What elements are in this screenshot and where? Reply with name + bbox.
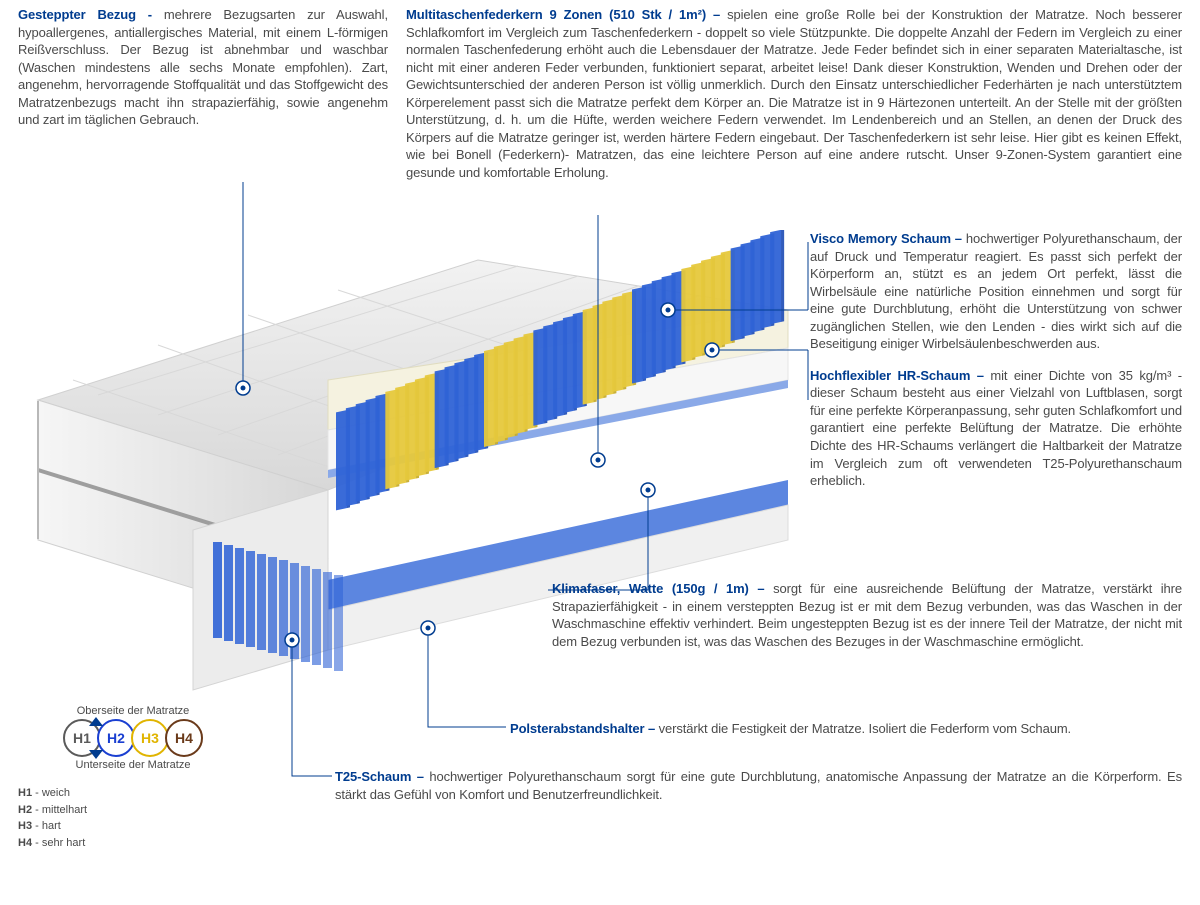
top-left-body: mehrere Bezugsarten zur Auswahl, hypoall… <box>18 7 388 127</box>
feature-visco-title: Visco Memory Schaum – <box>810 231 966 246</box>
top-row: Gesteppter Bezug - mehrere Bezugsarten z… <box>0 0 1200 181</box>
hardness-item-h3: H3 - hart <box>18 818 248 835</box>
feature-t25-title: T25-Schaum – <box>335 769 429 784</box>
hardness-circles: H1H2H3H4 <box>63 719 203 757</box>
feature-polster: Polsterabstandshalter – verstärkt die Fe… <box>510 720 1182 738</box>
top-right-body: spielen eine große Rolle bei der Konstru… <box>406 7 1182 180</box>
feature-polster-title: Polsterabstandshalter – <box>510 721 659 736</box>
feature-visco: Visco Memory Schaum – hochwertiger Polyu… <box>810 230 1182 353</box>
feature-hr: Hochflexibler HR-Schaum – mit einer Dich… <box>810 367 1182 490</box>
feature-t25: T25-Schaum – hochwertiger Polyurethansch… <box>335 768 1182 803</box>
features-right: Visco Memory Schaum – hochwertiger Polyu… <box>810 230 1182 504</box>
legend-bottom-label: Unterseite der Matratze <box>18 759 248 771</box>
feature-visco-body: hochwertiger Polyurethanschaum, der auf … <box>810 231 1182 351</box>
feature-hr-title: Hochflexibler HR-Schaum – <box>810 368 990 383</box>
feature-polster-body: verstärkt die Festigkeit der Matratze. I… <box>659 721 1071 736</box>
hardness-item-h2: H2 - mittelhart <box>18 802 248 819</box>
feature-t25-body: hochwertiger Polyurethanschaum sorgt für… <box>335 769 1182 802</box>
hardness-circle-h4: H4 <box>165 719 203 757</box>
top-left-block: Gesteppter Bezug - mehrere Bezugsarten z… <box>18 6 388 181</box>
top-right-title: Multitaschenfederkern 9 Zonen (510 Stk /… <box>406 7 727 22</box>
hardness-legend: Oberseite der Matratze H1H2H3H4 Untersei… <box>18 705 248 851</box>
legend-top-label: Oberseite der Matratze <box>18 705 248 717</box>
hardness-item-h1: H1 - weich <box>18 785 248 802</box>
hardness-list: H1 - weichH2 - mittelhartH3 - hartH4 - s… <box>18 785 248 851</box>
feature-hr-body: mit einer Dichte von 35 kg/m³ - dieser S… <box>810 368 1182 488</box>
hardness-item-h4: H4 - sehr hart <box>18 835 248 852</box>
top-right-block: Multitaschenfederkern 9 Zonen (510 Stk /… <box>406 6 1182 181</box>
hardness-circle-h3: H3 <box>131 719 169 757</box>
feature-klima-title: Klimafaser, Watte (150g / 1m) – <box>552 581 773 596</box>
top-left-title: Gesteppter Bezug - <box>18 7 164 22</box>
feature-klima: Klimafaser, Watte (150g / 1m) – sorgt fü… <box>552 580 1182 650</box>
